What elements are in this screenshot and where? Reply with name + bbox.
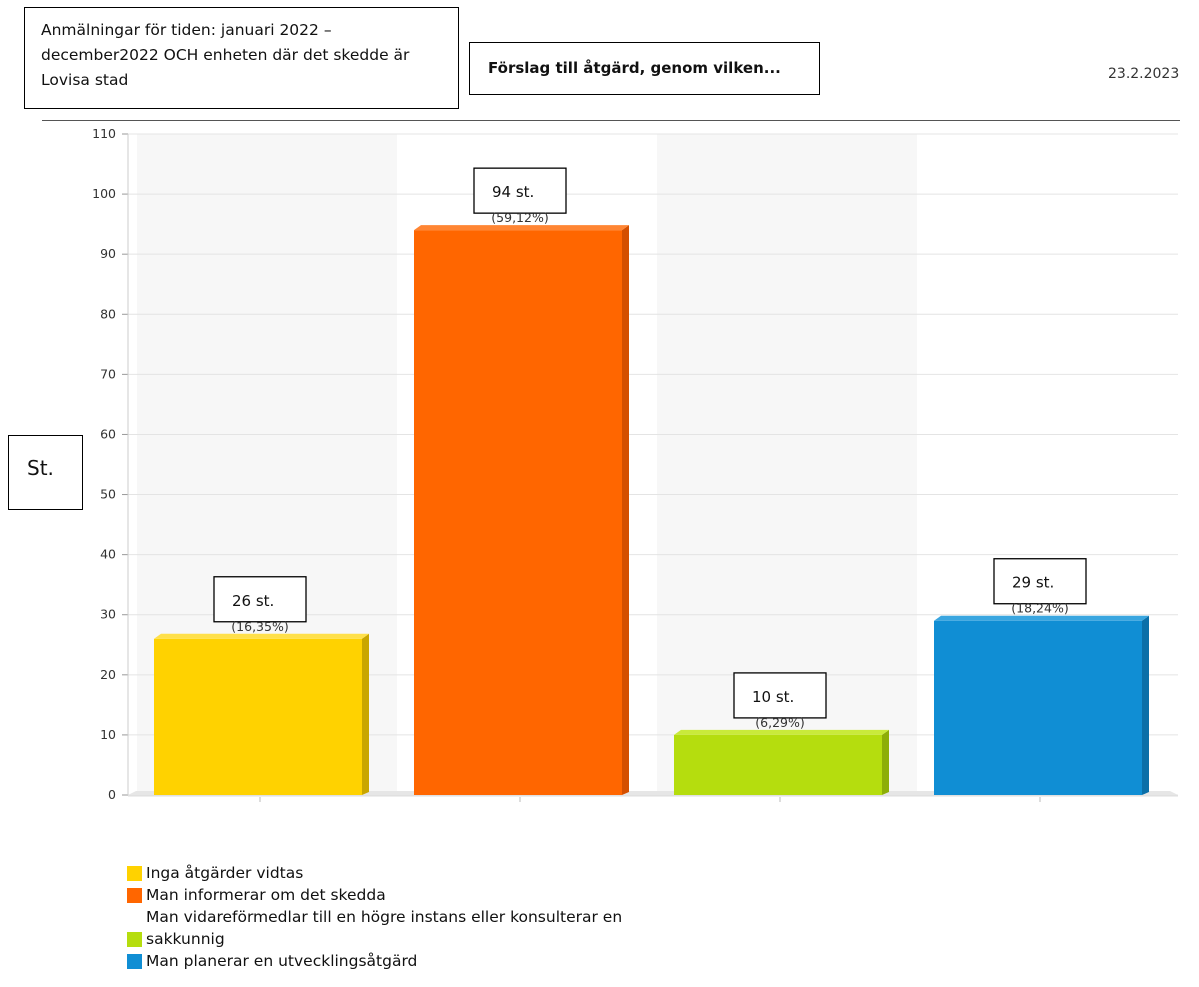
- value-label: 26 st.: [232, 592, 274, 610]
- y-axis-ticks: 0 10 20 30 40 50 60 70 80 90 100 110: [92, 126, 129, 802]
- y-tick-label: 20: [100, 667, 116, 682]
- legend-swatch: [127, 954, 142, 969]
- chart-subtitle: Förslag till åtgärd, genom vilken...: [488, 59, 781, 77]
- legend-label: Man vidareförmedlar till en högre instan…: [146, 908, 623, 948]
- chart-floor: [128, 791, 1178, 795]
- value-label: 29 st.: [1012, 574, 1054, 592]
- legend-label: Inga åtgärder vidtas: [146, 864, 304, 882]
- chart-title-box: Anmälningar för tiden: januari 2022 – de…: [24, 7, 459, 109]
- y-tick-label: 110: [92, 126, 116, 141]
- legend-item: Inga åtgärder vidtas: [127, 862, 687, 884]
- bar-side: [1142, 615, 1149, 795]
- bar-chart: 0 10 20 30 40 50 60 70 80 90 100 110 26 st. (16,35%)…: [92, 126, 1178, 802]
- value-label-box: [993, 558, 1087, 605]
- bar-top: [674, 729, 889, 735]
- bar-top: [934, 615, 1149, 621]
- y-tick-label: 100: [92, 186, 116, 201]
- bar-side: [622, 225, 629, 796]
- bar: [674, 734, 882, 795]
- legend-label: Man planerar en utvecklingsåtgärd: [146, 952, 418, 970]
- percent-label: (59,12%): [491, 210, 548, 225]
- bar: [414, 230, 622, 796]
- legend-item: Man planerar en utvecklingsåtgärd: [127, 950, 687, 972]
- data-labels: 26 st. (16,35%) 94 st. (59,12%) 10 st. (6,29%…: [213, 167, 1087, 730]
- chart-title: Anmälningar för tiden: januari 2022 – de…: [41, 21, 410, 89]
- chart-subtitle-box: Förslag till åtgärd, genom vilken...: [469, 42, 820, 95]
- value-label-box: [473, 167, 567, 214]
- y-tick-label: 50: [100, 487, 116, 502]
- legend-label: Man informerar om det skedda: [146, 886, 386, 904]
- y-tick-label: 0: [108, 787, 116, 802]
- bar: [934, 620, 1142, 795]
- bars: [154, 225, 1149, 802]
- y-axis-label-box: St.: [8, 435, 83, 510]
- y-tick-label: 60: [100, 426, 116, 441]
- y-tick-label: 10: [100, 727, 116, 742]
- percent-label: (6,29%): [755, 715, 804, 730]
- legend-swatch: [127, 866, 142, 881]
- y-axis-label: St.: [27, 456, 54, 480]
- value-label: 10 st.: [752, 688, 794, 706]
- percent-label: (18,24%): [1011, 601, 1068, 616]
- value-label: 94 st.: [492, 183, 534, 201]
- y-tick-label: 40: [100, 547, 116, 562]
- bar-top: [414, 225, 629, 231]
- report-date: 23.2.2023: [1108, 66, 1180, 82]
- bar-side: [362, 633, 369, 795]
- header-divider: [42, 120, 1180, 121]
- bar: [154, 638, 362, 795]
- legend-swatch: [127, 932, 142, 947]
- bar-side: [882, 729, 889, 795]
- legend: Inga åtgärder vidtas Man informerar om de…: [127, 862, 687, 972]
- percent-label: (16,35%): [231, 619, 288, 634]
- y-tick-label: 70: [100, 366, 116, 381]
- legend-swatch: [127, 888, 142, 903]
- y-tick-label: 80: [100, 306, 116, 321]
- value-label-box: [733, 672, 827, 719]
- y-tick-label: 30: [100, 607, 116, 622]
- bar-top: [154, 633, 369, 639]
- y-tick-label: 90: [100, 246, 116, 261]
- legend-item: Man vidareförmedlar till en högre instan…: [127, 906, 687, 950]
- legend-item: Man informerar om det skedda: [127, 884, 687, 906]
- value-label-box: [213, 576, 307, 623]
